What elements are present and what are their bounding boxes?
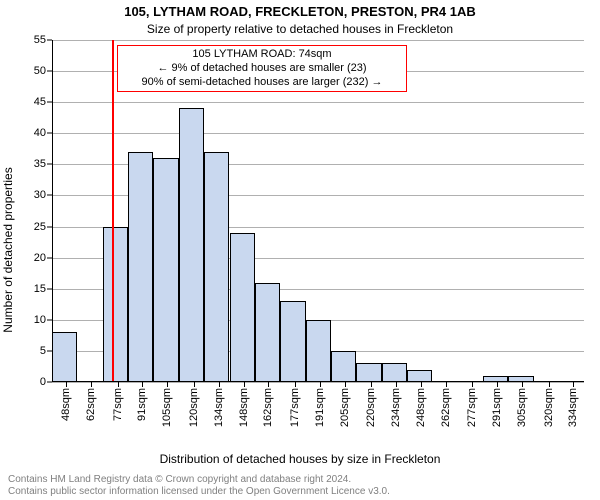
plot-area: 105 LYTHAM ROAD: 74sqm← 9% of detached h… (52, 40, 584, 382)
x-tick-mark (421, 382, 422, 387)
property-size-histogram: 105, LYTHAM ROAD, FRECKLETON, PRESTON, P… (0, 0, 600, 500)
y-tick-label: 5 (40, 345, 46, 357)
x-tick-label: 262sqm (440, 388, 452, 427)
x-tick-label: 234sqm (390, 388, 402, 427)
x-axis-line (52, 381, 584, 382)
y-tick-label: 0 (40, 376, 46, 388)
x-tick-label: 120sqm (188, 388, 200, 427)
x-tick-label: 91sqm (136, 388, 148, 421)
x-axis-label: Distribution of detached houses by size … (0, 452, 600, 466)
annotation-line-3: 90% of semi-detached houses are larger (… (122, 76, 402, 90)
x-tick-mark (573, 382, 574, 387)
x-tick-mark (522, 382, 523, 387)
gridline (52, 102, 584, 103)
x-tick-mark (118, 382, 119, 387)
histogram-bar (255, 283, 280, 382)
x-tick-label: 291sqm (491, 388, 503, 427)
x-tick-mark (295, 382, 296, 387)
x-tick-label: 134sqm (213, 388, 225, 427)
histogram-bar (179, 108, 204, 382)
x-tick-label: 320sqm (543, 388, 555, 427)
x-tick-label: 220sqm (365, 388, 377, 427)
x-tick-label: 205sqm (339, 388, 351, 427)
x-tick-label: 277sqm (466, 388, 478, 427)
annotation-line-2: ← 9% of detached houses are smaller (23) (122, 62, 402, 76)
y-tick-label: 45 (34, 96, 46, 108)
histogram-bar (230, 233, 255, 382)
attribution-footer: Contains HM Land Registry data © Crown c… (8, 474, 390, 498)
y-axis-label: Number of detached properties (1, 167, 15, 332)
y-tick-label: 35 (34, 158, 46, 170)
x-tick-mark (320, 382, 321, 387)
x-tick-label: 305sqm (516, 388, 528, 427)
histogram-bar (331, 351, 356, 382)
gridline (52, 382, 584, 383)
x-tick-label: 177sqm (289, 388, 301, 427)
x-tick-label: 148sqm (238, 388, 250, 427)
x-tick-mark (66, 382, 67, 387)
y-tick-label: 10 (34, 314, 46, 326)
y-tick-label: 15 (34, 283, 46, 295)
x-tick-mark (268, 382, 269, 387)
footer-line-2: Contains public sector information licen… (8, 486, 390, 498)
histogram-bar (52, 332, 77, 382)
x-tick-mark (446, 382, 447, 387)
x-tick-mark (472, 382, 473, 387)
x-tick-label: 248sqm (415, 388, 427, 427)
x-tick-mark (167, 382, 168, 387)
x-tick-label: 48sqm (60, 388, 72, 421)
x-tick-mark (371, 382, 372, 387)
annotation-line-1: 105 LYTHAM ROAD: 74sqm (122, 48, 402, 62)
x-tick-mark (396, 382, 397, 387)
y-tick-label: 30 (34, 189, 46, 201)
histogram-bar (204, 152, 229, 382)
x-tick-mark (345, 382, 346, 387)
x-tick-label: 77sqm (112, 388, 124, 421)
chart-subtitle: Size of property relative to detached ho… (0, 22, 600, 36)
x-tick-mark (219, 382, 220, 387)
y-tick-label: 40 (34, 127, 46, 139)
annotation-box: 105 LYTHAM ROAD: 74sqm← 9% of detached h… (117, 45, 407, 92)
y-tick-label: 50 (34, 65, 46, 77)
x-tick-mark (497, 382, 498, 387)
x-tick-mark (549, 382, 550, 387)
y-tick-label: 25 (34, 221, 46, 233)
x-tick-mark (91, 382, 92, 387)
x-tick-mark (142, 382, 143, 387)
x-tick-label: 334sqm (567, 388, 579, 427)
y-tick-label: 20 (34, 252, 46, 264)
x-tick-label: 105sqm (161, 388, 173, 427)
gridline (52, 40, 584, 41)
histogram-bar (306, 320, 331, 382)
histogram-bar (128, 152, 153, 382)
x-tick-label: 162sqm (262, 388, 274, 427)
reference-line (112, 40, 114, 382)
x-tick-mark (244, 382, 245, 387)
histogram-bar (103, 227, 128, 382)
chart-title: 105, LYTHAM ROAD, FRECKLETON, PRESTON, P… (0, 4, 600, 19)
y-tick-label: 55 (34, 34, 46, 46)
histogram-bar (382, 363, 407, 382)
y-axis-line (52, 40, 53, 382)
footer-line-1: Contains HM Land Registry data © Crown c… (8, 474, 390, 486)
x-tick-label: 62sqm (85, 388, 97, 421)
histogram-bar (153, 158, 178, 382)
x-tick-label: 191sqm (314, 388, 326, 427)
histogram-bar (356, 363, 381, 382)
x-tick-mark (194, 382, 195, 387)
gridline (52, 133, 584, 134)
histogram-bar (280, 301, 305, 382)
